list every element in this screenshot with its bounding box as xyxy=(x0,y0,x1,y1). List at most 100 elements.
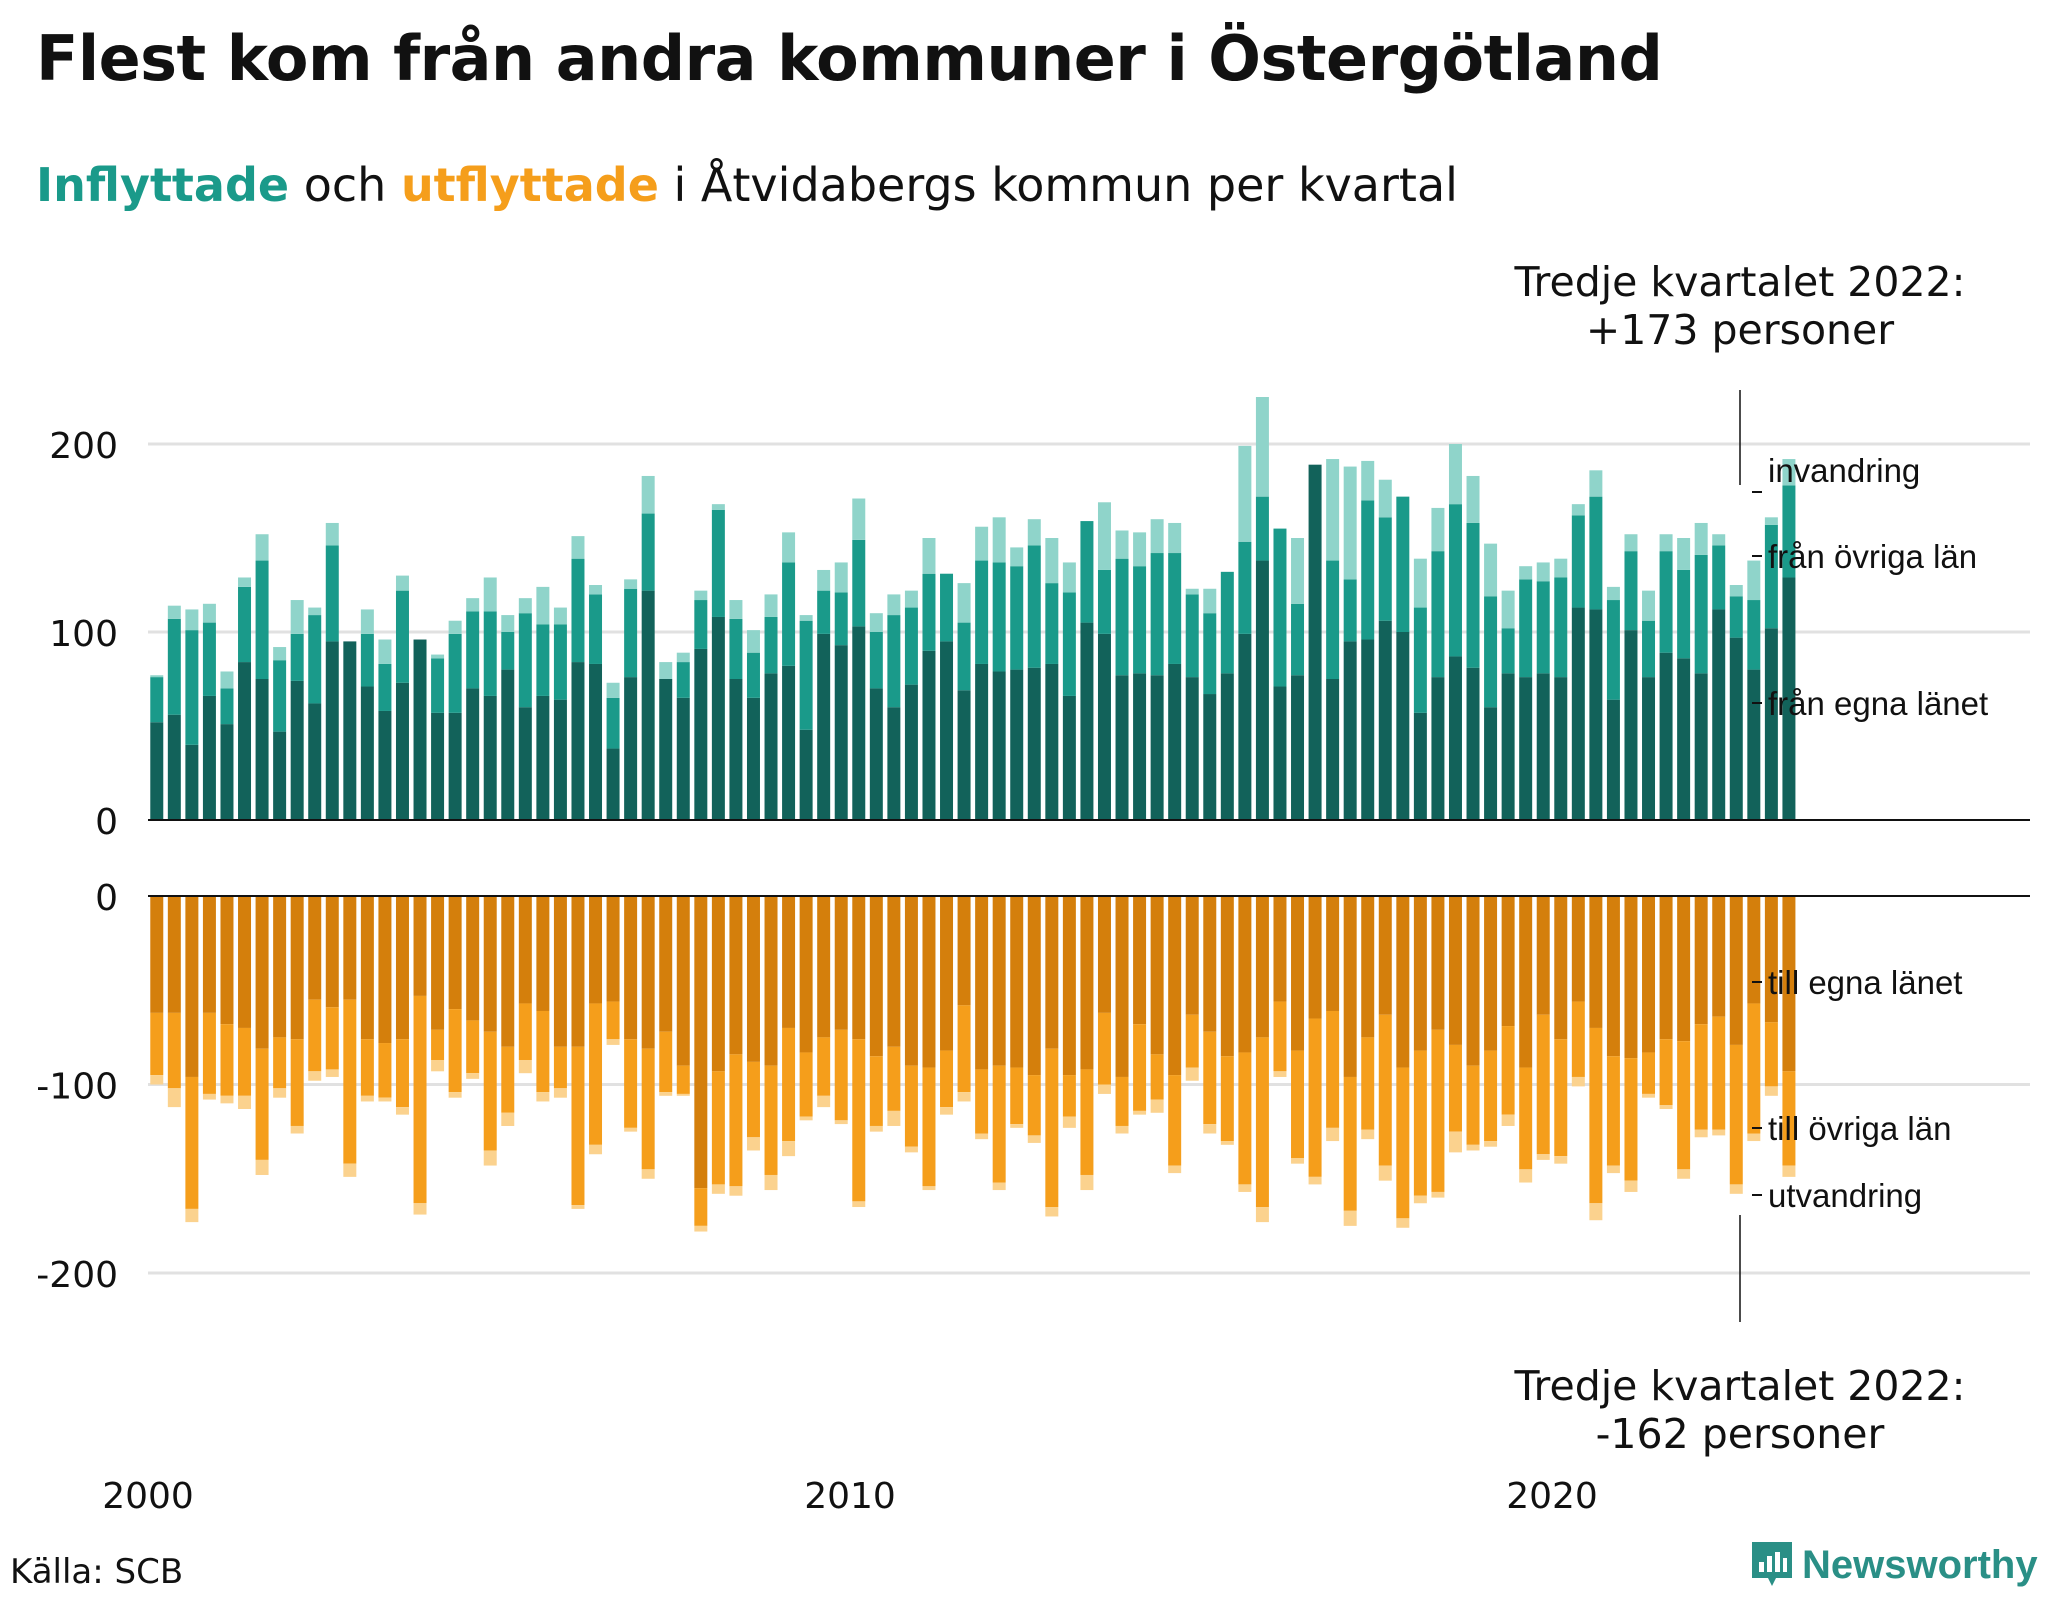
bar-fran-egna-lanet xyxy=(518,707,532,820)
bar-fran-ovriga-lan xyxy=(922,573,936,651)
bar-fran-ovriga-lan xyxy=(325,545,339,642)
bar-utvandring xyxy=(887,1110,901,1126)
bar-utvandring xyxy=(1326,1127,1340,1142)
bar-fran-egna-lanet xyxy=(325,641,339,820)
bar-utvandring xyxy=(1659,1105,1673,1110)
bar-fran-ovriga-lan xyxy=(957,622,971,691)
bar-till-ovriga-lan xyxy=(1308,1018,1322,1177)
bar-invandring xyxy=(782,532,796,563)
bar-utvandring xyxy=(957,1092,971,1102)
bar-fran-egna-lanet xyxy=(273,731,287,820)
bar-fran-egna-lanet xyxy=(483,695,497,820)
bar-fran-ovriga-lan xyxy=(975,560,989,664)
bar-till-egna-lanet xyxy=(1027,896,1041,1076)
bar-utvandring xyxy=(852,1201,866,1208)
bar-utvandring xyxy=(536,1092,550,1102)
bar-till-ovriga-lan xyxy=(1062,1075,1076,1117)
bar-utvandring xyxy=(220,1095,234,1104)
bar-till-ovriga-lan xyxy=(904,1065,918,1147)
bar-till-ovriga-lan xyxy=(378,1043,392,1098)
bar-till-egna-lanet xyxy=(1677,896,1691,1042)
bar-utvandring xyxy=(255,1159,269,1175)
bar-till-egna-lanet xyxy=(1747,896,1761,1004)
bar-utvandring xyxy=(764,1174,778,1191)
bar-utvandring xyxy=(1764,1086,1778,1096)
bar-fran-ovriga-lan xyxy=(1413,607,1427,713)
bar-till-egna-lanet xyxy=(167,896,181,1013)
bar-fran-egna-lanet xyxy=(799,729,813,820)
bar-till-ovriga-lan xyxy=(448,1009,462,1093)
bar-fran-egna-lanet xyxy=(1764,628,1778,820)
bar-invandring xyxy=(1589,470,1603,497)
bar-till-egna-lanet xyxy=(1168,896,1182,1076)
bar-till-ovriga-lan xyxy=(817,1037,831,1096)
bar-fran-egna-lanet xyxy=(1080,622,1094,820)
bar-fran-ovriga-lan xyxy=(1115,558,1129,676)
bar-invandring xyxy=(887,594,901,616)
bar-till-egna-lanet xyxy=(290,896,304,1040)
bar-fran-ovriga-lan xyxy=(1062,592,1076,696)
bar-fran-egna-lanet xyxy=(1729,637,1743,820)
bar-till-egna-lanet xyxy=(536,896,550,1011)
bar-invandring xyxy=(501,615,515,632)
bar-till-ovriga-lan xyxy=(518,1003,532,1060)
bar-invandring xyxy=(589,585,603,595)
bar-invandring xyxy=(1729,585,1743,597)
bar-till-egna-lanet xyxy=(711,896,725,1072)
bar-till-egna-lanet xyxy=(1519,896,1533,1068)
bar-utvandring xyxy=(273,1088,287,1098)
bar-utvandring xyxy=(150,1075,164,1085)
bar-fran-egna-lanet xyxy=(378,710,392,820)
bar-invandring xyxy=(1361,460,1375,501)
bar-till-egna-lanet xyxy=(448,896,462,1010)
bar-utvandring xyxy=(1554,1156,1568,1164)
bar-fran-ovriga-lan xyxy=(1536,581,1550,674)
bar-till-ovriga-lan xyxy=(1466,1065,1480,1145)
bar-till-ovriga-lan xyxy=(1624,1058,1638,1181)
bar-till-ovriga-lan xyxy=(1694,1024,1708,1130)
bar-utvandring xyxy=(729,1186,743,1196)
bar-fran-egna-lanet xyxy=(975,663,989,820)
bar-fran-egna-lanet xyxy=(220,724,234,820)
bar-till-ovriga-lan xyxy=(1501,1026,1515,1115)
bar-till-egna-lanet xyxy=(869,896,883,1057)
bar-fran-egna-lanet xyxy=(1606,699,1620,820)
bar-till-egna-lanet xyxy=(1273,896,1287,1002)
bar-fran-egna-lanet xyxy=(1501,673,1515,820)
bar-utvandring xyxy=(290,1125,304,1134)
bar-fran-egna-lanet xyxy=(1448,656,1462,820)
y-tick-label: 0 xyxy=(95,802,118,843)
bar-fran-ovriga-lan xyxy=(1010,566,1024,670)
bar-till-egna-lanet xyxy=(1484,896,1498,1051)
bar-till-egna-lanet xyxy=(1097,896,1111,1013)
bar-invandring xyxy=(764,594,778,617)
bar-till-ovriga-lan xyxy=(1185,1014,1199,1068)
bar-fran-ovriga-lan xyxy=(395,590,409,683)
bar-invandring xyxy=(536,586,550,625)
bars-utflyttade xyxy=(150,896,1796,1232)
bar-fran-ovriga-lan xyxy=(1378,517,1392,621)
bar-till-ovriga-lan xyxy=(290,1039,304,1126)
bar-utvandring xyxy=(395,1107,409,1115)
bar-till-ovriga-lan xyxy=(466,1020,480,1074)
bar-till-egna-lanet xyxy=(957,896,971,1006)
bar-fran-ovriga-lan xyxy=(940,573,954,642)
bar-invandring xyxy=(1133,532,1147,567)
bar-utvandring xyxy=(922,1186,936,1191)
bar-till-egna-lanet xyxy=(1080,896,1094,1070)
bar-fran-ovriga-lan xyxy=(1519,579,1533,678)
bar-till-ovriga-lan xyxy=(1291,1050,1305,1159)
bar-till-egna-lanet xyxy=(817,896,831,1038)
bar-fran-egna-lanet xyxy=(1308,464,1322,820)
bar-till-egna-lanet xyxy=(1115,896,1129,1077)
bar-till-ovriga-lan xyxy=(676,1065,690,1094)
bar-invandring xyxy=(1150,519,1164,554)
bar-till-egna-lanet xyxy=(904,896,918,1066)
bar-utvandring xyxy=(501,1112,515,1126)
bar-fran-ovriga-lan xyxy=(1238,541,1252,634)
bar-invandring xyxy=(1203,588,1217,614)
bar-utvandring xyxy=(1677,1169,1691,1179)
bar-utvandring xyxy=(606,1039,620,1045)
bar-till-egna-lanet xyxy=(220,896,234,1025)
bar-utvandring xyxy=(202,1093,216,1100)
